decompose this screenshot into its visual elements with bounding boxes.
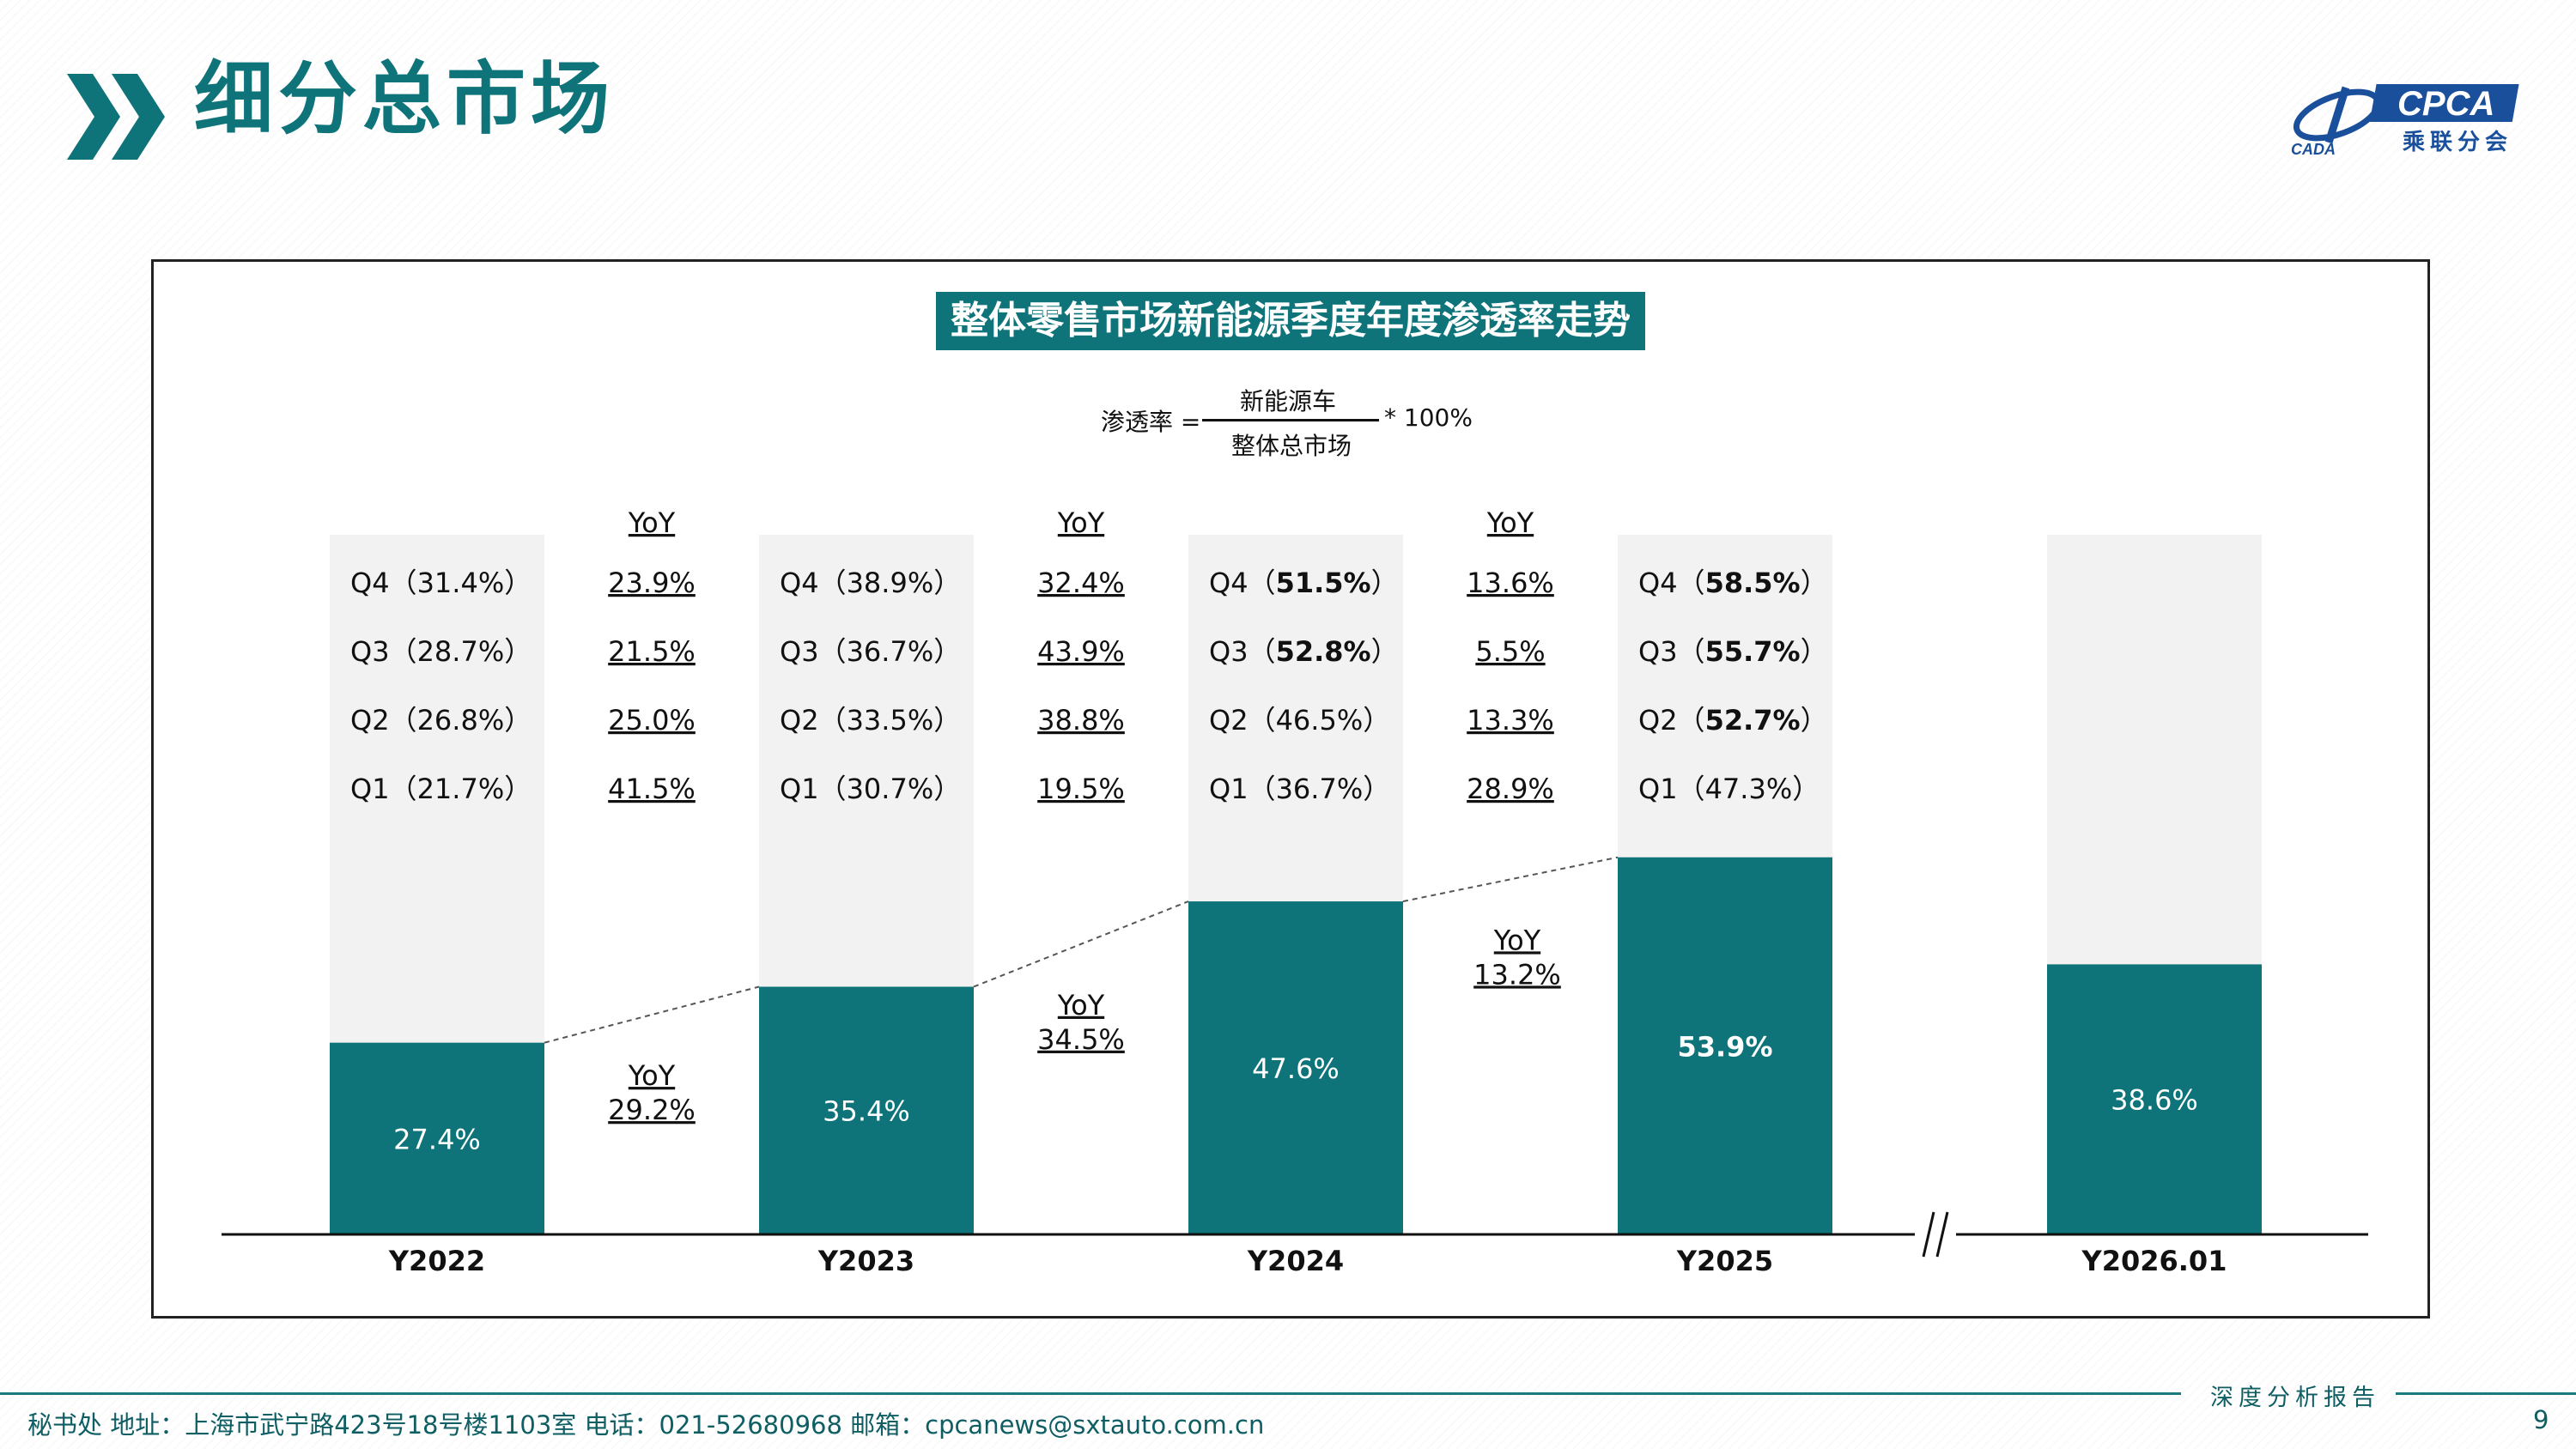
- quarter-yoy-value: 23.9%: [608, 567, 696, 599]
- quarter-yoy-value: 41.5%: [608, 773, 696, 805]
- trend-connector: [1402, 856, 1619, 903]
- quarter-yoy-header: YoY: [1057, 506, 1105, 539]
- quarter-label: Q4（31.4%）: [350, 567, 532, 599]
- quarter-yoy-header: YoY: [1486, 506, 1534, 539]
- title-chevron-icon: [67, 74, 165, 160]
- chart-title: 整体零售市场新能源季度年度渗透率走势: [936, 292, 1645, 350]
- quarter-label: Q4（58.5%）: [1638, 567, 1828, 599]
- bar-value-label: 38.6%: [2111, 1084, 2198, 1117]
- trend-connector: [973, 900, 1189, 988]
- quarter-label: Q3（52.8%）: [1209, 635, 1399, 668]
- quarter-yoy-value: 19.5%: [1037, 773, 1125, 805]
- bar-value-label: 47.6%: [1252, 1052, 1340, 1085]
- annual-yoy-label: YoY: [628, 1059, 676, 1092]
- bar-value-label: 53.9%: [1677, 1030, 1772, 1063]
- quarter-label: Q2（52.7%）: [1638, 704, 1828, 737]
- quarter-yoy-header: YoY: [628, 506, 676, 539]
- quarter-yoy-value: 5.5%: [1475, 635, 1545, 668]
- annual-yoy-value: 29.2%: [608, 1094, 696, 1126]
- bar: [330, 1042, 544, 1234]
- bar: [759, 986, 974, 1234]
- quarter-label: Q4（51.5%）: [1209, 567, 1399, 599]
- footer-divider-right: [2396, 1392, 2576, 1395]
- page-number: 9: [2533, 1405, 2549, 1434]
- annual-yoy-value: 34.5%: [1037, 1023, 1125, 1056]
- quarter-yoy-value: 13.3%: [1467, 704, 1554, 737]
- quarter-label: Q1（21.7%）: [350, 773, 532, 805]
- axis-break-mark: [1935, 1211, 1949, 1258]
- x-tick-label: Y2023: [817, 1245, 914, 1277]
- quarter-label: Q3（36.7%）: [780, 635, 961, 668]
- quarter-label: Q4（38.9%）: [780, 567, 961, 599]
- x-tick-label: Y2026.01: [2081, 1245, 2227, 1277]
- quarter-label: Q1（30.7%）: [780, 773, 961, 805]
- bar-value-label: 27.4%: [393, 1123, 481, 1155]
- x-tick-label: Y2025: [1676, 1245, 1773, 1277]
- bar-value-label: 35.4%: [823, 1095, 910, 1128]
- quarter-yoy-value: 28.9%: [1467, 773, 1554, 805]
- formula-denominator: 整体总市场: [1231, 432, 1352, 460]
- annual-yoy-label: YoY: [1057, 989, 1105, 1022]
- quarter-label: Q2（26.8%）: [350, 704, 532, 737]
- bar: [1188, 901, 1403, 1234]
- quarter-yoy-value: 32.4%: [1037, 567, 1125, 599]
- quarter-label: Q2（33.5%）: [780, 704, 961, 737]
- formula-label: 渗透率 =: [1101, 408, 1201, 436]
- quarter-yoy-value: 25.0%: [608, 704, 696, 737]
- quarter-label: Q3（28.7%）: [350, 635, 532, 668]
- quarter-yoy-value: 21.5%: [608, 635, 696, 668]
- bar: [2047, 964, 2262, 1234]
- logo-text: CPCA: [2397, 85, 2494, 123]
- cpca-logo: CPCA 乘联分会 CADA: [2291, 84, 2519, 158]
- formula-numerator: 新能源车: [1240, 387, 1337, 415]
- axis-break-mark: [1922, 1211, 1935, 1258]
- x-tick-label: Y2022: [388, 1245, 485, 1277]
- bar: [1618, 857, 1832, 1234]
- x-tick-label: Y2024: [1247, 1245, 1344, 1277]
- quarter-label: Q1（36.7%）: [1209, 773, 1390, 805]
- annual-yoy-value: 13.2%: [1473, 958, 1561, 991]
- logo-subtext: 乘联分会: [2402, 130, 2512, 155]
- quarter-yoy-value: 13.6%: [1467, 567, 1554, 599]
- quarter-label: Q3（55.7%）: [1638, 635, 1828, 668]
- annual-yoy-label: YoY: [1493, 924, 1541, 956]
- logo-small-text: CADA: [2291, 141, 2336, 158]
- footer-report-label: 深度分析报告: [2210, 1385, 2380, 1411]
- footer-contact: 秘书处 地址：上海市武宁路423号18号楼1103室 电话：021-526809…: [27, 1410, 1265, 1440]
- footer-divider-left: [0, 1392, 2181, 1395]
- quarter-label: Q1（47.3%）: [1638, 773, 1820, 805]
- formula-multiplier: * 100%: [1384, 403, 1473, 432]
- formula-fraction-line: [1202, 419, 1379, 421]
- quarter-label: Q2（46.5%）: [1209, 704, 1390, 737]
- quarter-yoy-value: 38.8%: [1037, 704, 1125, 737]
- quarter-yoy-value: 43.9%: [1037, 635, 1125, 668]
- page-title: 细分总市场: [194, 53, 616, 145]
- trend-connector: [544, 985, 760, 1044]
